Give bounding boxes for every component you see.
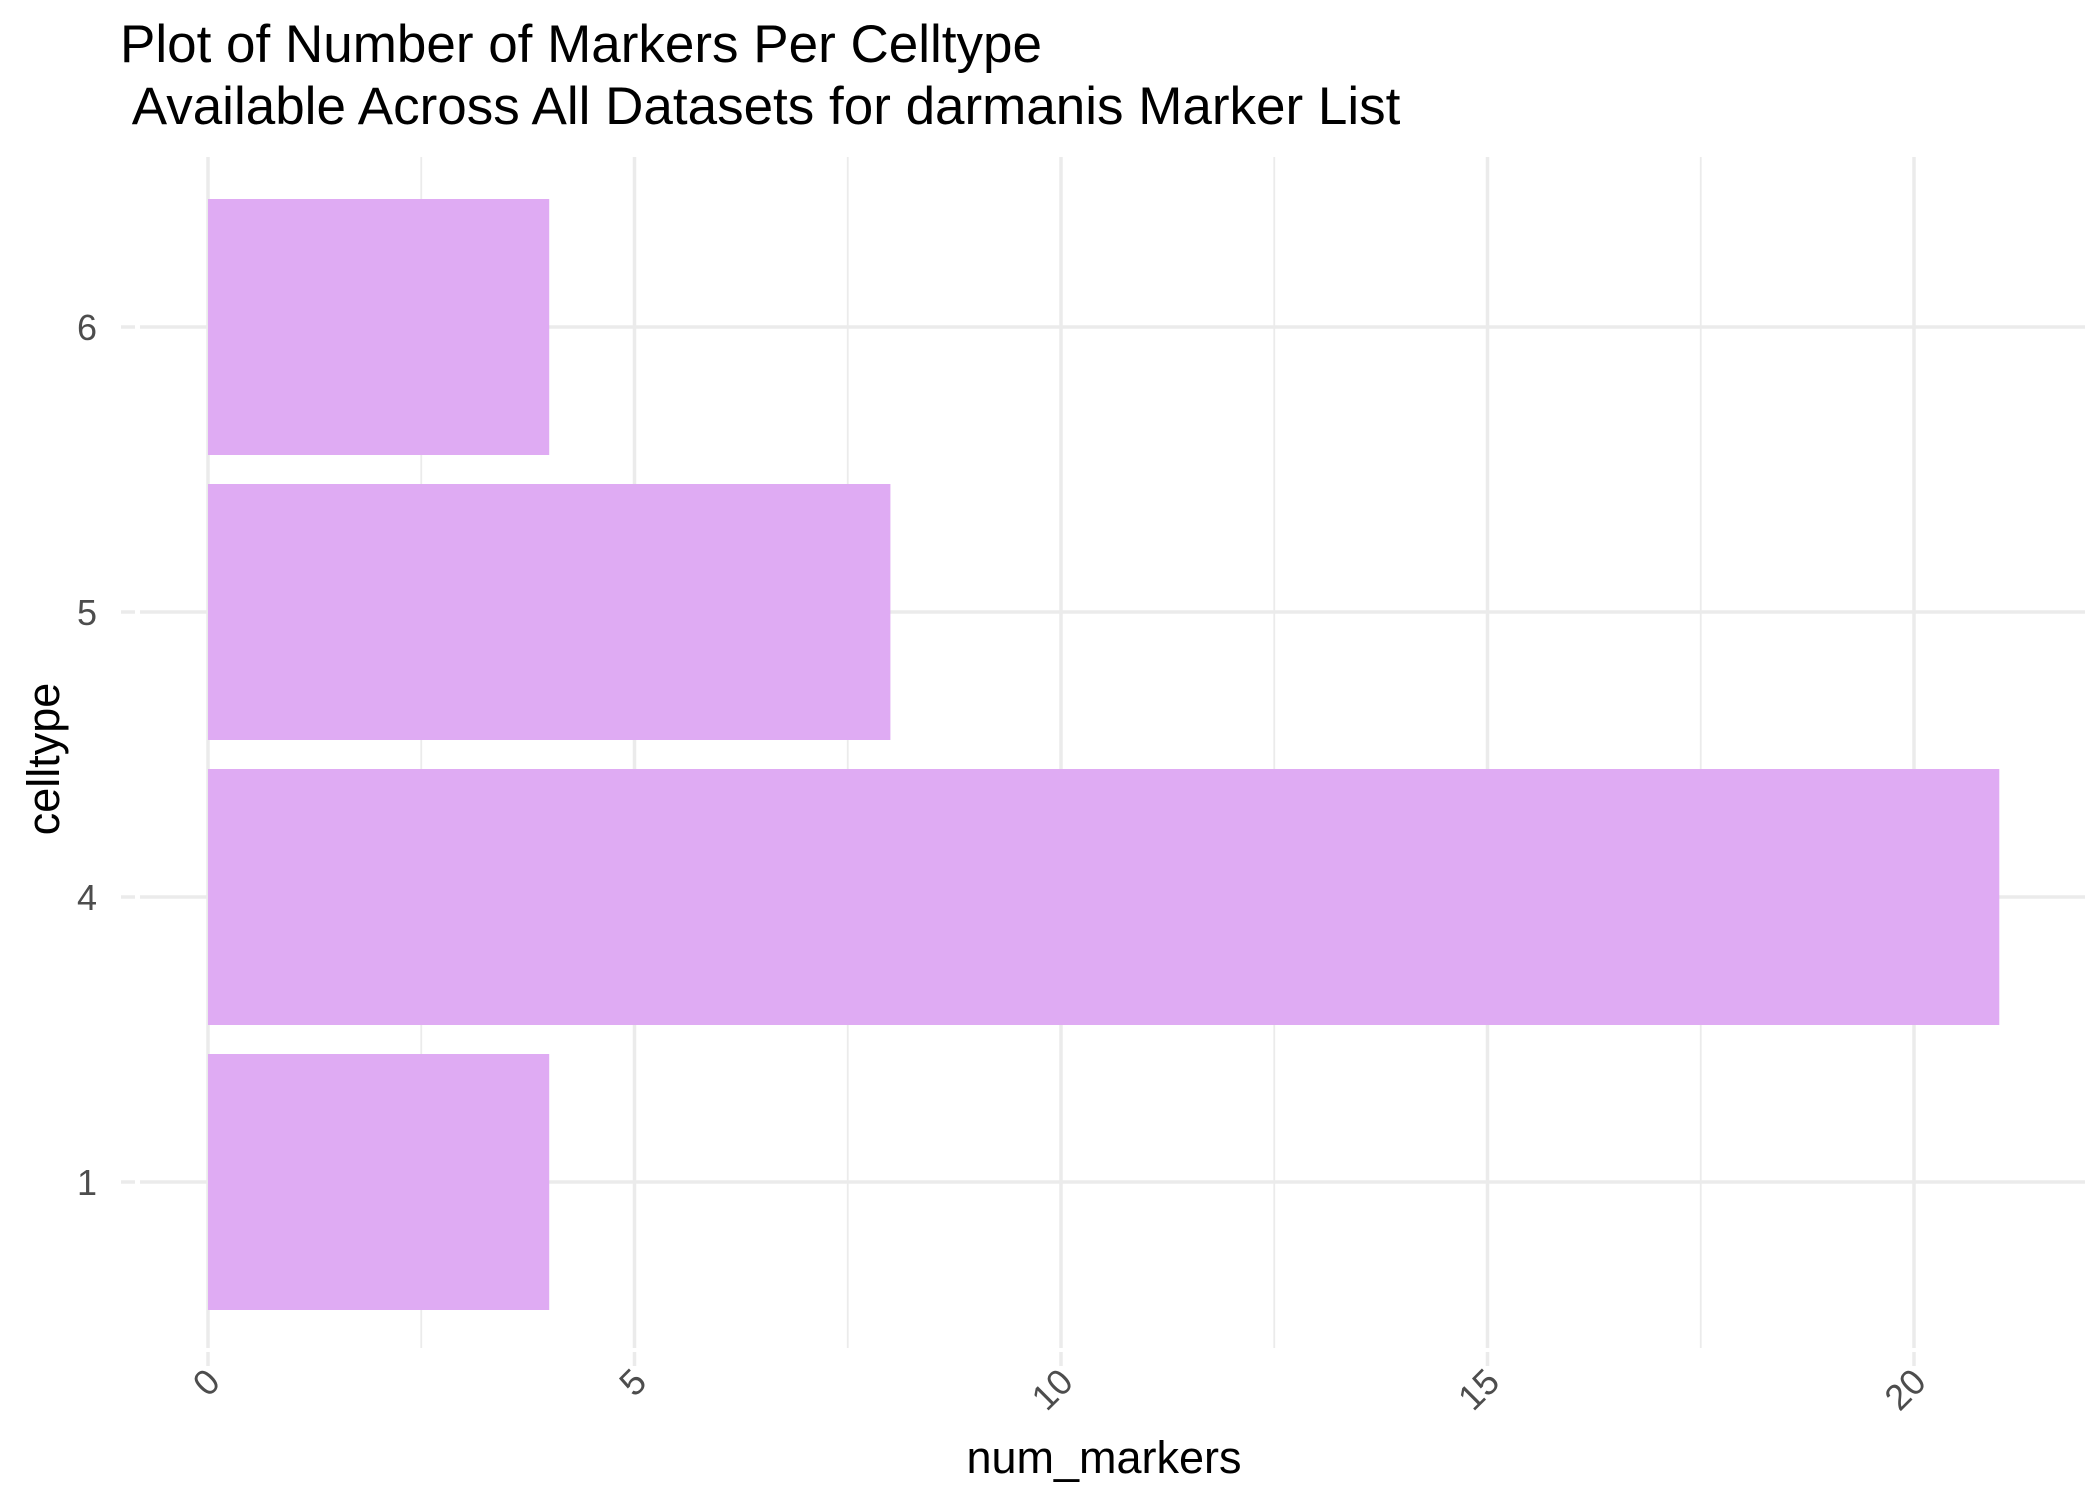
y-tick-label: 5: [77, 592, 97, 633]
y-tick-label: 6: [77, 307, 97, 348]
bar-celltype-1: [208, 1054, 550, 1310]
bar-celltype-4: [208, 769, 2000, 1025]
y-axis-title: celltype: [18, 683, 69, 836]
chart-title-line-2: Available Across All Datasets for darman…: [120, 77, 1401, 136]
bar-celltype-6: [208, 199, 550, 455]
chart-title-line-1: Plot of Number of Markers Per Celltype: [120, 15, 1042, 74]
bars: [208, 199, 2000, 1310]
x-axis-title: num_markers: [966, 1432, 1241, 1483]
bar-celltype-5: [208, 484, 891, 740]
y-tick-label: 1: [77, 1162, 97, 1203]
y-tick-label: 4: [77, 877, 97, 918]
